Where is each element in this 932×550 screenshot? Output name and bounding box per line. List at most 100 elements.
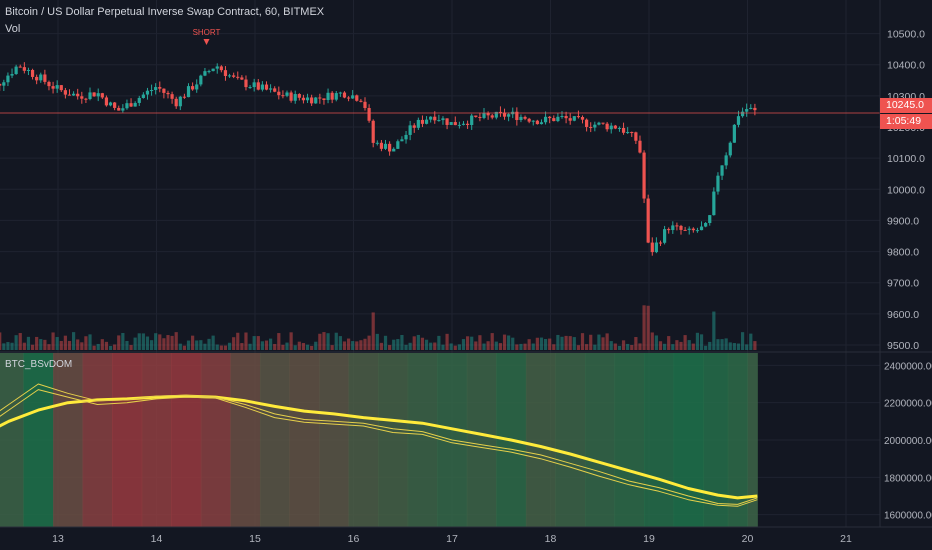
- volume-bar: [728, 342, 732, 350]
- candle-body: [601, 122, 605, 124]
- volume-bar: [137, 333, 141, 350]
- candle-body: [728, 142, 732, 156]
- volume-bar: [548, 338, 552, 350]
- candle-body: [108, 102, 113, 106]
- volume-bar: [535, 337, 539, 350]
- volume-bar: [297, 341, 301, 350]
- volume-bar: [379, 342, 384, 350]
- candle-body: [174, 98, 178, 107]
- candle-body: [449, 122, 453, 125]
- volume-bars: [0, 305, 757, 350]
- volume-bar: [568, 336, 572, 350]
- candle-body: [683, 229, 687, 231]
- heat-band: [614, 353, 645, 527]
- volume-bar: [71, 332, 76, 350]
- volume-bar: [367, 335, 371, 350]
- candle-body: [51, 86, 55, 89]
- candle-body: [667, 229, 671, 231]
- candle-body: [305, 97, 310, 101]
- candle-body: [14, 66, 18, 75]
- volume-bar: [281, 344, 285, 350]
- price-tick-label: 10000.0: [887, 184, 925, 196]
- volume-bar: [539, 337, 544, 350]
- candle-body: [699, 226, 704, 231]
- candle-body: [203, 71, 207, 76]
- volume-bar: [273, 344, 277, 350]
- volume-bar: [232, 337, 236, 350]
- candle-body: [248, 87, 252, 89]
- volume-bar: [149, 340, 154, 350]
- volume-bar: [326, 333, 330, 350]
- candle-body: [478, 116, 482, 118]
- volume-bar: [745, 344, 749, 350]
- indicator-thin-line: [0, 383, 758, 505]
- candle-body: [359, 100, 363, 102]
- candle-body: [367, 107, 371, 121]
- candle-body: [597, 122, 601, 125]
- candle-body: [375, 142, 379, 144]
- candle-body: [642, 152, 646, 199]
- volume-bar: [704, 345, 708, 350]
- volume-bar: [626, 343, 630, 350]
- candle-body: [166, 92, 170, 95]
- volume-bar: [597, 334, 601, 350]
- volume-bar: [720, 339, 724, 350]
- volume-bar: [671, 344, 675, 350]
- candle-body: [568, 118, 572, 121]
- candle-body: [326, 92, 330, 101]
- heat-band: [555, 353, 586, 527]
- candle-body: [675, 225, 679, 227]
- volume-bar: [223, 345, 228, 350]
- volume-bar: [375, 333, 379, 350]
- volume-bar: [301, 342, 306, 350]
- candle-body: [133, 102, 137, 107]
- candle-body: [564, 116, 568, 119]
- volume-bar: [88, 334, 92, 350]
- volume-bar: [346, 338, 351, 350]
- candle-body: [137, 97, 141, 103]
- volume-bar: [236, 332, 240, 350]
- candle-body: [634, 132, 638, 141]
- volume-bar: [527, 339, 531, 350]
- candle-body: [749, 107, 753, 110]
- candle-body: [59, 85, 63, 91]
- candle-body: [84, 98, 88, 100]
- candle-body: [646, 198, 650, 243]
- volume-bar: [646, 305, 650, 350]
- candle-body: [593, 124, 597, 128]
- volume-bar: [494, 341, 498, 350]
- candle-body: [589, 126, 593, 128]
- volume-bar: [457, 344, 461, 350]
- volume-bar: [26, 336, 31, 350]
- heat-band: [673, 353, 704, 527]
- volume-bar: [219, 345, 223, 350]
- candle-body: [318, 97, 322, 99]
- volume-bar: [145, 336, 150, 350]
- price-tick-label: 10500.0: [887, 29, 925, 41]
- candle-body: [630, 132, 634, 134]
- volume-bar: [392, 339, 396, 350]
- candle-body: [145, 90, 150, 95]
- candle-body: [519, 116, 523, 121]
- heat-band: [703, 353, 729, 527]
- candle-body: [494, 111, 498, 118]
- heat-band: [407, 353, 438, 527]
- candle-body: [453, 122, 457, 126]
- volume-bar: [396, 339, 400, 350]
- volume-bar: [51, 332, 55, 350]
- candle-body: [621, 127, 626, 133]
- candle-body: [154, 87, 158, 91]
- volume-bar: [310, 345, 314, 350]
- candle-body: [609, 125, 613, 130]
- price-tick-label: 9700.0: [887, 278, 919, 290]
- volume-bar: [650, 332, 654, 350]
- time-tick-label: 21: [840, 533, 852, 545]
- volume-bar: [708, 341, 712, 350]
- volume-bar: [342, 341, 347, 350]
- volume-bar: [572, 337, 576, 350]
- candle-body: [170, 94, 174, 99]
- candle-body: [429, 116, 433, 120]
- candle-body: [400, 139, 404, 142]
- candle-body: [679, 225, 683, 230]
- volume-bar: [55, 337, 59, 350]
